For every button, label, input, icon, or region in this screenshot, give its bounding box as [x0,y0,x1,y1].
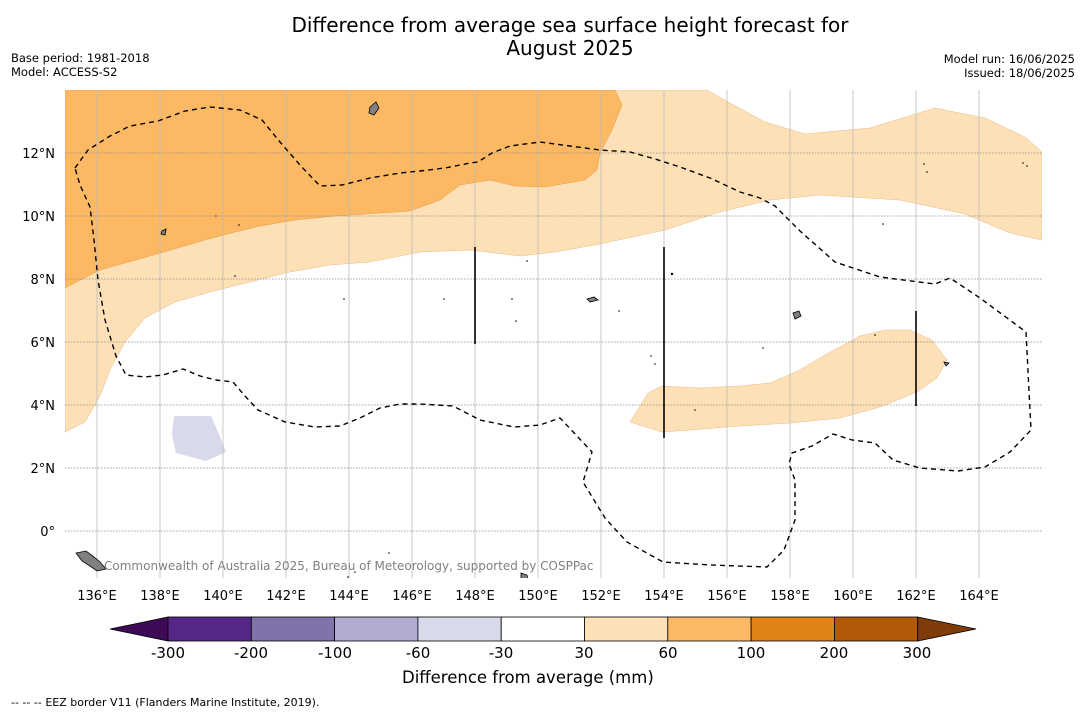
colorbar-tick-label: 200 [820,644,849,662]
colorbar-tick-label: -200 [234,644,268,662]
lon-label: 144°E [329,589,369,604]
colorbar-tick-label: 60 [658,644,677,662]
legend-footer: -- -- -- EEZ border V11 (Flanders Marine… [11,696,319,709]
graticule-latitude [65,152,1042,532]
colorbar [109,616,977,642]
copyright-text: Commonwealth of Australia 2025, Bureau o… [104,559,594,573]
run-info: Model run: 16/06/2025 Issued: 18/06/2025 [944,52,1075,80]
lon-label: 140°E [203,589,243,604]
colorbar-tick-label: 30 [574,644,593,662]
issued-label: Issued: 18/06/2025 [964,66,1075,80]
lon-label: 162°E [896,589,936,604]
model-run-label: Model run: 16/06/2025 [943,52,1075,66]
lon-label: 136°E [77,589,117,604]
lon-label: 150°E [518,589,558,604]
lat-label: 2°N [31,462,56,477]
colorbar-title: Difference from average (mm) [402,668,654,687]
lat-label: 6°N [31,336,56,351]
lon-label: 148°E [455,589,495,604]
lon-label: 138°E [140,589,180,604]
colorbar-bin [750,616,835,642]
colorbar-tick-label: 100 [737,644,766,662]
lon-label: 146°E [392,589,432,604]
model-info: Base period: 1981-2018 Model: ACCESS-S2 [11,51,150,79]
anomaly-neg30-neg60 [172,416,226,461]
lat-label: 12°N [22,147,55,162]
colorbar-bin [167,616,252,642]
anomaly-30-60-east [629,329,948,433]
colorbar-bin [584,616,669,642]
lon-label: 152°E [581,589,621,604]
title-line-1: Difference from average sea surface heig… [291,13,849,37]
islands [75,101,950,578]
colorbar-bin [834,616,919,642]
model-label: Model: ACCESS-S2 [11,65,118,79]
colorbar-ticks: -300 -200 -100 -60 -30 30 60 100 200 300 [151,644,931,662]
lon-label: 142°E [266,589,306,604]
latitude-labels: 12°N 10°N 8°N 6°N 4°N 2°N 0° [22,147,55,540]
title-line-2: August 2025 [506,36,634,60]
colorbar-bin [250,616,336,642]
map-title: Difference from average sea surface heig… [0,14,1085,60]
colorbar-tick-label: -100 [318,644,352,662]
lon-label: 160°E [833,589,873,604]
boundary-lines [474,247,917,438]
colorbar-tick-label: 300 [903,644,932,662]
colorbar-bin [334,616,419,642]
colorbar-under-triangle [109,616,169,642]
lat-label: 0° [40,525,55,540]
lon-label: 156°E [707,589,747,604]
lat-label: 4°N [31,399,56,414]
eez-border [74,106,1032,568]
colorbar-over-triangle [917,616,977,642]
atolls [215,162,1028,578]
eez-legend-symbol: -- -- -- [11,696,42,709]
lat-label: 8°N [31,273,56,288]
longitude-labels: 136°E 138°E 140°E 142°E 144°E 146°E 148°… [77,589,999,604]
lon-label: 164°E [959,589,999,604]
colorbar-tick-label: -300 [151,644,185,662]
colorbar-bin [417,616,502,642]
base-period-label: Base period: 1981-2018 [11,51,150,65]
colorbar-bin [500,616,585,642]
lat-label: 10°N [22,210,55,225]
anomaly-60-100-north [65,90,623,289]
colorbar-tick-label: -30 [489,644,514,662]
colorbar-bin [667,616,752,642]
lon-label: 154°E [644,589,684,604]
eez-legend-text: EEZ border V11 (Flanders Marine Institut… [45,696,320,709]
lon-label: 158°E [770,589,810,604]
colorbar-tick-label: -60 [406,644,431,662]
